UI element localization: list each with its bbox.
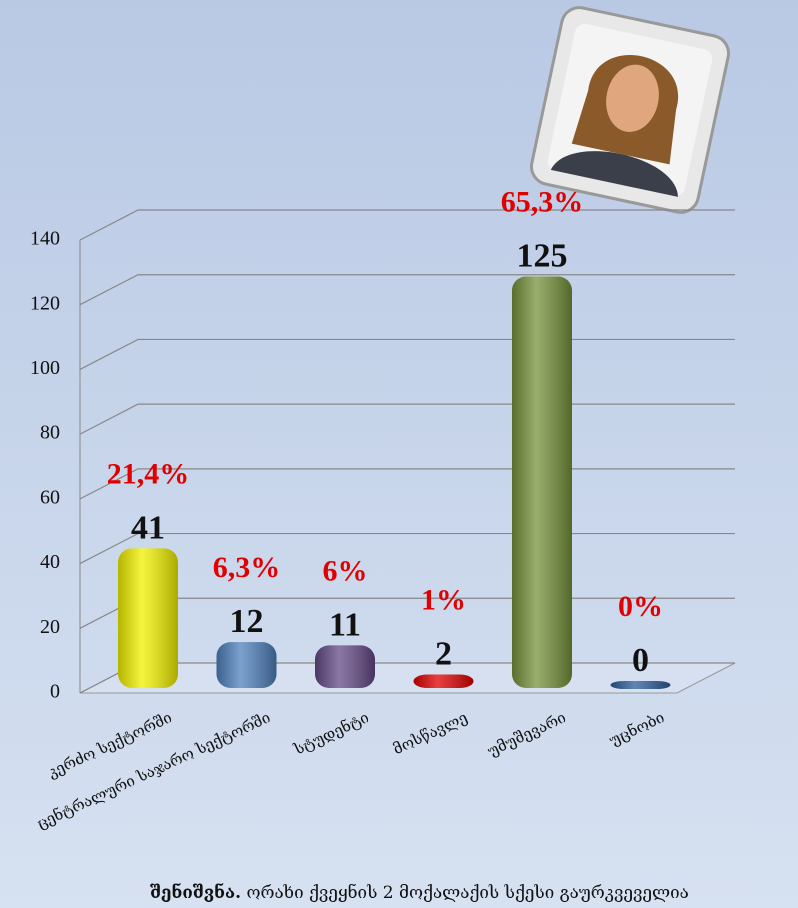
y-tick-label: 60 (40, 486, 60, 508)
note: შენიშვნა. ორახი ქვეყნის 2 მოქალაქის სქეს… (150, 882, 689, 903)
y-tick-label: 20 (40, 616, 60, 638)
note-text: ორახი ქვეყნის 2 მოქალაქის სქესი გაურკვევ… (246, 883, 688, 903)
value-label: 41 (131, 509, 165, 546)
percent-label: 65,3% (501, 186, 584, 219)
page: {"chart_data": {"type": "bar3d", "catego… (0, 0, 798, 908)
percent-label: 0% (618, 590, 663, 623)
percent-label: 6,3% (213, 551, 281, 584)
value-label: 11 (329, 606, 361, 643)
percent-label: 1% (421, 584, 466, 617)
avatar (528, 4, 732, 215)
bar-shade (118, 548, 178, 688)
percent-label: 6% (323, 554, 368, 587)
percent-label: 21,4% (107, 457, 190, 490)
value-label: 0 (632, 642, 649, 679)
y-tick-label: 120 (30, 292, 60, 314)
bar-group (512, 277, 572, 688)
value-label: 125 (517, 238, 568, 275)
bar-shade (315, 645, 375, 688)
y-tick-label: 100 (30, 357, 60, 379)
value-label: 2 (435, 636, 452, 673)
y-tick-label: 80 (40, 422, 60, 444)
value-label: 12 (230, 603, 264, 640)
bar-shade (414, 675, 474, 688)
bar-shade (217, 642, 277, 688)
bar-shade (512, 277, 572, 688)
bar-group (611, 681, 671, 689)
y-tick-label: 140 (30, 228, 60, 250)
bar-group (414, 675, 474, 688)
bar-shade (611, 681, 671, 689)
y-tick-label: 0 (50, 681, 60, 703)
bar-group (118, 548, 178, 688)
bar-group (315, 645, 375, 688)
y-tick-label: 40 (40, 551, 60, 573)
bar-group (217, 642, 277, 688)
note-label: შენიშვნა. (150, 882, 241, 903)
chart: შენიშვნა. ორახი ქვეყნის 2 მოქალაქის სქეს… (0, 0, 798, 908)
